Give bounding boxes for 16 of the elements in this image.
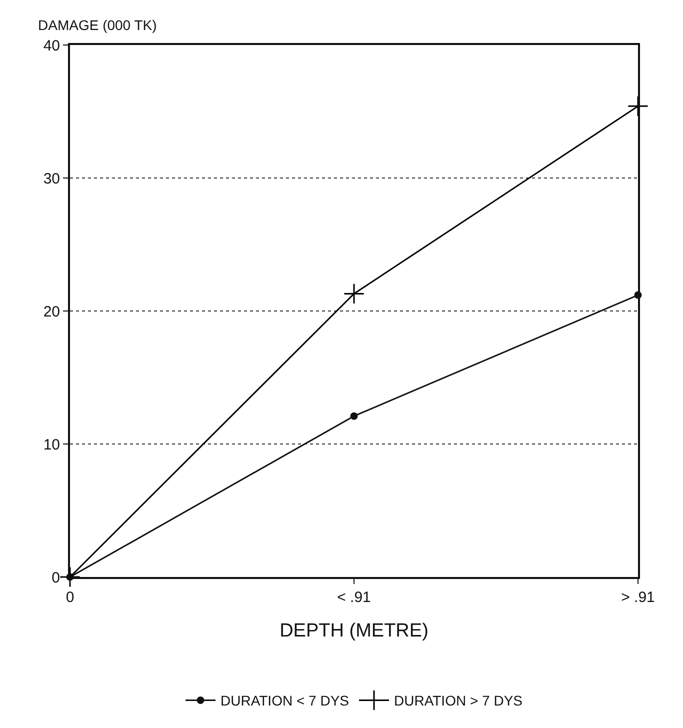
x-tick-label: < .91 — [337, 589, 371, 606]
legend-label: DURATION < 7 DYS — [220, 692, 349, 709]
y-tick-label: 10 — [43, 436, 60, 454]
y-axis-title: DAMAGE (000 TK) — [38, 17, 157, 33]
y-tick-label: 30 — [43, 170, 60, 188]
legend-label: DURATION > 7 DYS — [394, 692, 522, 709]
y-tick-label: 0 — [52, 569, 60, 586]
y-tick-label: 40 — [43, 37, 60, 54]
x-axis-title: DEPTH (METRE) — [280, 620, 428, 642]
point — [627, 96, 649, 117]
point — [59, 566, 81, 588]
x-tick-label: > .91 — [621, 589, 655, 606]
y-tick-label: 20 — [43, 303, 60, 320]
point — [343, 283, 365, 304]
x-tick-label: 0 — [66, 589, 74, 606]
point — [350, 412, 358, 420]
